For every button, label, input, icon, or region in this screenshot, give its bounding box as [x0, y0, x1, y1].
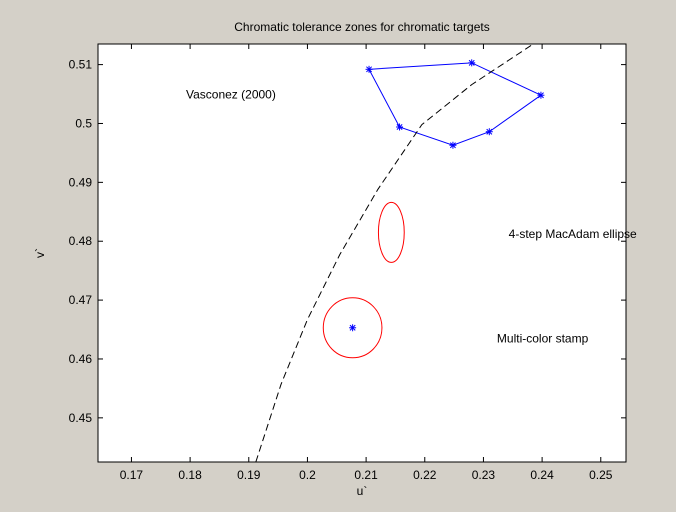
dashed-curve — [255, 44, 534, 462]
star-marker — [365, 65, 373, 73]
x-axis-label: u` — [357, 484, 368, 498]
x-tick-label: 0.24 — [530, 468, 554, 482]
x-tick-label: 0.17 — [120, 468, 144, 482]
stamp-circle — [322, 297, 383, 359]
y-tick-label: 0.45 — [69, 411, 93, 425]
x-tick-label: 0.19 — [237, 468, 261, 482]
star-marker — [349, 324, 357, 332]
y-tick-label: 0.48 — [69, 234, 93, 248]
x-tick-label: 0.2 — [299, 468, 316, 482]
x-tick-label: 0.21 — [354, 468, 378, 482]
y-tick-label: 0.5 — [75, 116, 92, 130]
y-axis: 0.45 0.46 0.47 0.48 0.49 0.5 0.51 — [69, 58, 626, 425]
star-marker — [537, 91, 545, 99]
annotation-label: 4-step MacAdam ellipse — [509, 227, 637, 241]
annotations: Vasconez (2000) 4-step MacAdam ellipse Mul… — [186, 88, 637, 346]
y-axis-label: v` — [33, 248, 47, 258]
annotation-label: Multi-color stamp — [497, 331, 589, 345]
chart-title: Chromatic tolerance zones for chromatic … — [234, 20, 489, 34]
y-tick-label: 0.51 — [69, 58, 93, 72]
y-tick-label: 0.47 — [69, 293, 93, 307]
y-tick-label: 0.49 — [69, 175, 93, 189]
x-tick-label: 0.25 — [589, 468, 613, 482]
x-tick-label: 0.23 — [472, 468, 496, 482]
x-tick-label: 0.18 — [178, 468, 202, 482]
macadam-ellipse — [377, 201, 405, 263]
star-marker — [449, 141, 457, 149]
annotation-label: Vasconez (2000) — [186, 88, 276, 102]
star-marker — [468, 59, 476, 67]
star-marker — [396, 123, 404, 131]
plot-content — [255, 44, 545, 462]
star-marker — [485, 128, 493, 136]
y-tick-label: 0.46 — [69, 352, 93, 366]
plot-area — [97, 43, 627, 463]
x-axis: 0.17 0.18 0.19 0.2 0.21 0.22 0.23 0.24 0.25 — [120, 44, 613, 482]
x-tick-label: 0.22 — [413, 468, 437, 482]
